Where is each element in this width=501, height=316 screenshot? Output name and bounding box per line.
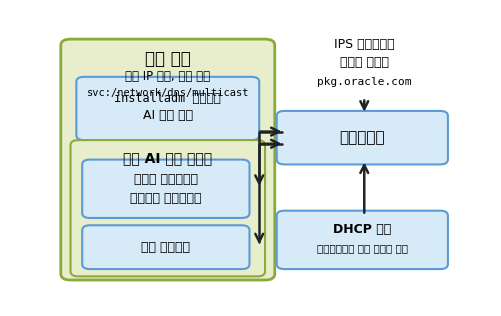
Text: 기본 AI 설치 서비스: 기본 AI 설치 서비스 [123, 151, 212, 165]
Text: DHCP 서버: DHCP 서버 [333, 223, 391, 236]
Text: 정적 IP 주소, 기본 경로: 정적 IP 주소, 기본 경로 [125, 70, 210, 83]
FancyBboxPatch shape [82, 160, 249, 218]
Text: 구성 프로파일: 구성 프로파일 [141, 241, 190, 254]
Text: installadm 패키지의: installadm 패키지의 [114, 92, 221, 105]
Text: 프로비전 매니페스트: 프로비전 매니페스트 [130, 191, 201, 204]
Text: 기본값 클라이언트: 기본값 클라이언트 [134, 173, 197, 186]
Text: AI 설치 도구: AI 설치 도구 [142, 109, 192, 122]
Text: pkg.oracle.com: pkg.oracle.com [317, 77, 411, 87]
FancyBboxPatch shape [276, 211, 447, 269]
Text: 클라이언트: 클라이언트 [339, 130, 384, 145]
FancyBboxPatch shape [70, 140, 265, 276]
Text: IPS 소프트웨어: IPS 소프트웨어 [333, 38, 394, 51]
Text: svc:/network/dns/multicast: svc:/network/dns/multicast [86, 88, 248, 98]
FancyBboxPatch shape [61, 39, 274, 280]
FancyBboxPatch shape [276, 111, 447, 164]
FancyBboxPatch shape [76, 77, 259, 140]
Text: 클라이언트를 설치 서버에 연결: 클라이언트를 설치 서버에 연결 [316, 243, 407, 253]
FancyBboxPatch shape [82, 225, 249, 269]
Text: 패키지 저장소: 패키지 저장소 [339, 56, 388, 69]
Text: 설치 서버: 설치 서버 [145, 50, 190, 68]
